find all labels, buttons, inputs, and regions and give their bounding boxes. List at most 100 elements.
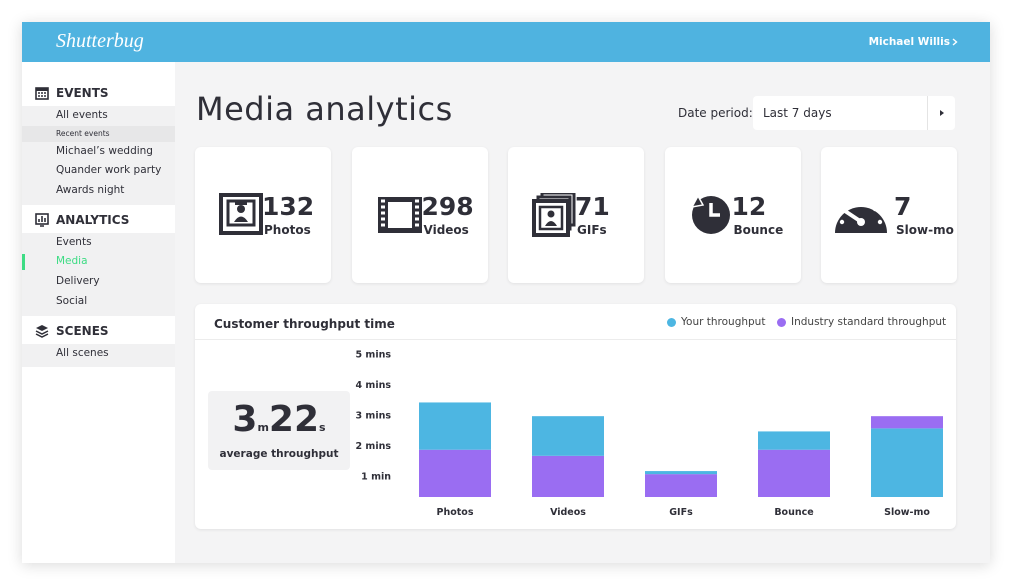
y-tick-label: 2 mins (356, 441, 392, 452)
nav-subheading: Recent events (22, 125, 175, 142)
nav-label: Recent events (56, 128, 110, 138)
y-tick-label: 1 min (361, 472, 391, 483)
sidebar: EVENTS All events Recent events Michael’s w… (22, 62, 175, 563)
active-marker (22, 254, 25, 271)
logo[interactable]: Shutterbug (56, 30, 144, 52)
average-label: average throughput (219, 448, 339, 460)
stat-icon (532, 193, 576, 237)
nav-label: Delivery (56, 275, 100, 288)
bar-segment (419, 402, 491, 450)
stat-value: 132 (262, 192, 315, 221)
nav-item[interactable]: All events (22, 106, 175, 126)
date-select[interactable]: Last 7 days (753, 96, 955, 130)
stat-value: 12 (731, 192, 767, 221)
stat-icon (219, 193, 263, 235)
stat-card: 71 GIFs (508, 147, 644, 283)
stat-icon (835, 200, 887, 233)
section-icon (35, 212, 49, 227)
minutes-unit: m (257, 421, 269, 434)
divider (195, 339, 956, 340)
stat-label: Bounce (733, 223, 784, 237)
stat-label: Videos (423, 223, 469, 237)
bar-segment (532, 455, 604, 497)
nav-label: All scenes (56, 346, 109, 359)
average-seconds: 22 (268, 399, 320, 440)
stat-card: 298 Videos (351, 147, 488, 283)
arrow-icon (940, 110, 944, 116)
nav-label: Events (56, 235, 92, 248)
stat-value: 298 (421, 192, 474, 221)
page-title: Media analytics (196, 90, 453, 128)
x-tick-label: Bounce (774, 507, 813, 518)
nav-label: Social (56, 294, 88, 307)
top-bar: Shutterbug Michael Willis (22, 22, 990, 62)
throughput-panel: Customer throughput time 3m22s average t… (195, 304, 956, 529)
section-body: All scenes (22, 343, 175, 368)
nav-label: Michael’s wedding (56, 144, 153, 157)
nav-item[interactable]: Media (22, 252, 175, 272)
date-button[interactable] (927, 96, 955, 130)
date-label: Date period: (678, 106, 753, 120)
stat-value: 71 (575, 192, 610, 221)
average-minutes: 3 (232, 399, 258, 440)
nav-item[interactable]: Michael’s wedding (22, 142, 175, 162)
nav-item[interactable]: Delivery (22, 272, 175, 292)
nav-label: Awards night (56, 184, 125, 197)
x-tick-label: GIFs (669, 507, 693, 518)
x-tick-label: Slow-mo (884, 507, 930, 518)
x-tick-label: Photos (437, 507, 474, 518)
nav-item[interactable]: All scenes (22, 344, 175, 364)
bar-segment (419, 449, 491, 497)
bar-segment (645, 471, 717, 475)
nav-label: Media (56, 255, 88, 268)
stat-card: 12 Bounce (664, 147, 801, 283)
bar-segment (871, 428, 943, 497)
average-box: 3m22s average throughput (208, 391, 350, 470)
bar-segment (532, 416, 604, 456)
chevron-icon (952, 38, 958, 46)
y-tick-label: 4 mins (356, 380, 392, 391)
legend-label: Industry standard throughput (791, 316, 947, 328)
nav-label: All events (56, 109, 108, 121)
x-tick-label: Videos (550, 507, 586, 518)
y-tick-label: 3 mins (356, 411, 392, 422)
app: Shutterbug Michael Willis EVENTS All even… (22, 22, 990, 563)
bar-segment (758, 431, 830, 450)
stat-card: 7 Slow-mo (821, 147, 957, 283)
section-header: ANALYTICS (22, 207, 175, 233)
stat-value: 7 (894, 192, 912, 221)
nav-item[interactable]: Awards night (22, 181, 175, 201)
section-title: ANALYTICS (56, 212, 130, 227)
legend-swatch (667, 318, 676, 327)
stat-icon (377, 197, 422, 233)
stat-label: GIFs (577, 223, 607, 237)
average-value: 3m22s (208, 399, 350, 440)
bar-segment (645, 474, 717, 497)
section-header: EVENTS (22, 80, 175, 106)
stat-label: Slow-mo (896, 223, 954, 237)
section-header: SCENES (22, 318, 175, 344)
section-body: Events Media Delivery Social (22, 232, 175, 316)
stat-icon (690, 194, 730, 234)
nav-item[interactable]: Events (22, 233, 175, 253)
stat-card: 132 Photos (195, 147, 331, 283)
bar-segment (871, 416, 943, 429)
nav-item[interactable]: Quander work party (22, 161, 175, 181)
section-icon (35, 87, 49, 100)
section-icon (35, 324, 49, 338)
legend-swatch (777, 318, 786, 327)
user-menu[interactable]: Michael Willis (868, 36, 950, 48)
section-title: SCENES (56, 323, 109, 338)
bar-segment (758, 449, 830, 497)
nav-item[interactable]: Social (22, 292, 175, 312)
panel-title: Customer throughput time (214, 317, 395, 331)
stat-label: Photos (264, 223, 311, 237)
seconds-unit: s (319, 421, 326, 434)
section-title: EVENTS (56, 86, 109, 100)
nav-label: Quander work party (56, 164, 162, 177)
date-value: Last 7 days (763, 106, 832, 120)
y-tick-label: 5 mins (356, 350, 392, 361)
legend-label: Your throughput (681, 316, 766, 328)
section-body: All events Recent events Michael’s wedding… (22, 106, 175, 205)
